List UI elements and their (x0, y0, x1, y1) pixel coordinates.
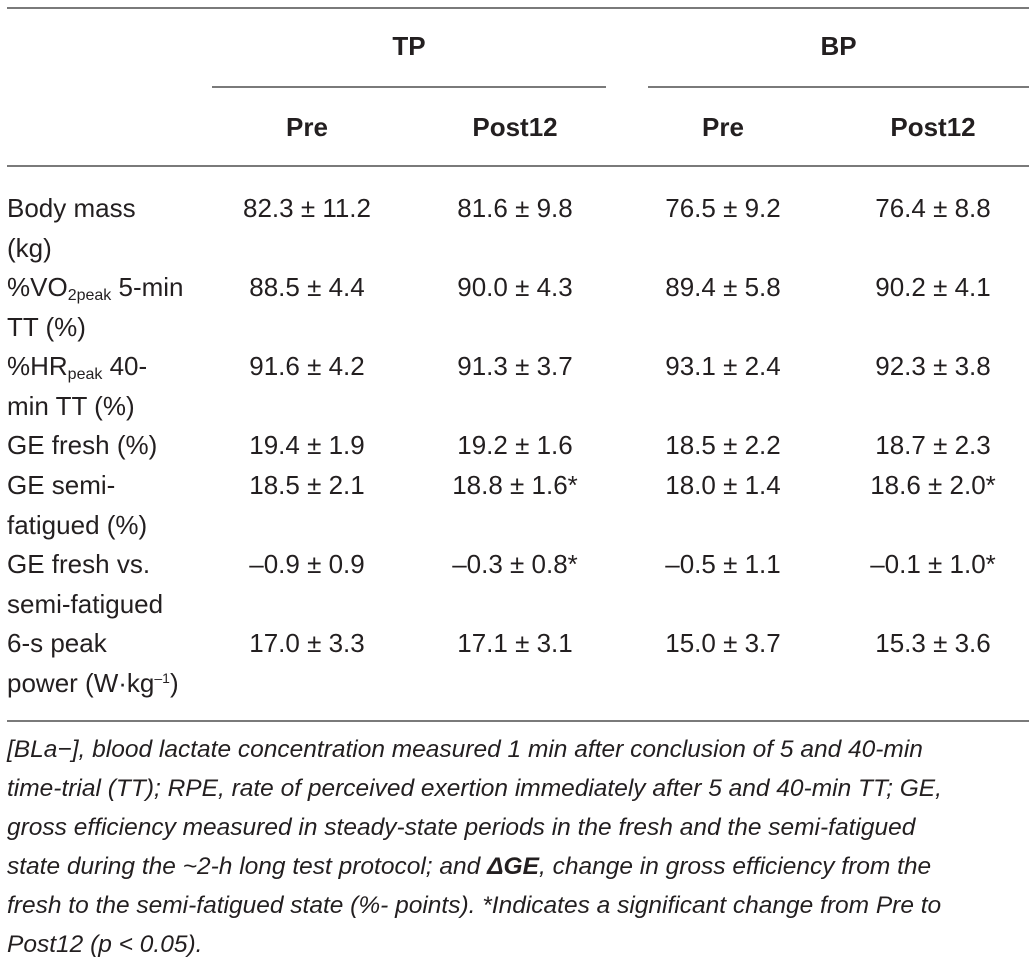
cell-value: 90.2 ± 4.1 (875, 272, 991, 302)
row-label-vo2peak: %VO2peak 5-min TT (%) (7, 272, 184, 342)
cell-value: 89.4 ± 5.8 (665, 272, 781, 302)
column-header-tp-pre: Pre (286, 112, 328, 142)
column-header-tp-post12: Post12 (472, 112, 558, 142)
cell-value: –0.1 ± 1.0* (870, 549, 996, 579)
cell-value: 93.1 ± 2.4 (665, 351, 781, 381)
column-header-bp-post12: Post12 (890, 112, 976, 142)
tp-group-rule (212, 86, 606, 88)
row-label-peak-power: 6-s peak power (W·kg–1) (7, 628, 179, 698)
footnote-line: gross efficiency measured in steady-stat… (7, 814, 916, 841)
cell-value: 17.1 ± 3.1 (457, 628, 573, 658)
cell-value: 76.4 ± 8.8 (875, 193, 991, 223)
footnote-line: [BLa−], blood lactate concentration meas… (7, 736, 923, 763)
row-label-ge-fresh: GE fresh (%) (7, 430, 158, 460)
cell-value: –0.9 ± 0.9 (249, 549, 365, 579)
cell-value: 82.3 ± 11.2 (243, 193, 371, 223)
cell-value: 18.5 ± 2.2 (665, 430, 781, 460)
cell-value: 18.0 ± 1.4 (665, 470, 781, 500)
footnote-line: Post12 (p < 0.05). (7, 931, 203, 958)
row-label-body-mass: Body mass (kg) (7, 193, 136, 263)
column-header-bp-pre: Pre (702, 112, 744, 142)
cell-value: 18.7 ± 2.3 (875, 430, 991, 460)
cell-value: 90.0 ± 4.3 (457, 272, 573, 302)
footnote-line: fresh to the semi-fatigued state (%- poi… (7, 892, 942, 919)
row-label-hrpeak: %HRpeak 40- min TT (%) (7, 351, 148, 421)
cell-value: –0.5 ± 1.1 (665, 549, 781, 579)
cell-value: 91.6 ± 4.2 (249, 351, 365, 381)
cell-value: 18.8 ± 1.6* (452, 470, 578, 500)
cell-value: 92.3 ± 3.8 (875, 351, 991, 381)
cell-value: 19.4 ± 1.9 (249, 430, 365, 460)
table-top-rule (7, 7, 1029, 9)
cell-value: 76.5 ± 9.2 (665, 193, 781, 223)
row-label-ge-semi-fatigued: GE semi-fatigued (%) (7, 470, 148, 540)
cell-value: 17.0 ± 3.3 (249, 628, 365, 658)
cell-value: –0.3 ± 0.8* (452, 549, 578, 579)
cell-value: 91.3 ± 3.7 (457, 351, 573, 381)
cell-value: 18.5 ± 2.1 (249, 470, 365, 500)
footnote-line: time-trial (TT); RPE, rate of perceived … (7, 775, 942, 802)
cell-value: 19.2 ± 1.6 (457, 430, 573, 460)
footnote-line: state during the ~2-h long test protocol… (7, 853, 932, 880)
cell-value: 88.5 ± 4.4 (249, 272, 365, 302)
cell-value: 15.3 ± 3.6 (875, 628, 991, 658)
cell-value: 81.6 ± 9.8 (457, 193, 573, 223)
bp-group-rule (648, 86, 1029, 88)
table-bottom-rule (7, 720, 1029, 722)
table-footnote: [BLa−], blood lactate concentration meas… (7, 730, 1022, 964)
group-header-bp: BP (820, 31, 857, 61)
cell-value: 15.0 ± 3.7 (665, 628, 781, 658)
row-label-ge-fresh-vs-semi-fatigued: GE fresh vs. semi-fatigued (7, 549, 164, 619)
group-header-tp: TP (392, 31, 426, 61)
cell-value: 18.6 ± 2.0* (870, 470, 996, 500)
header-bottom-rule (7, 165, 1029, 167)
